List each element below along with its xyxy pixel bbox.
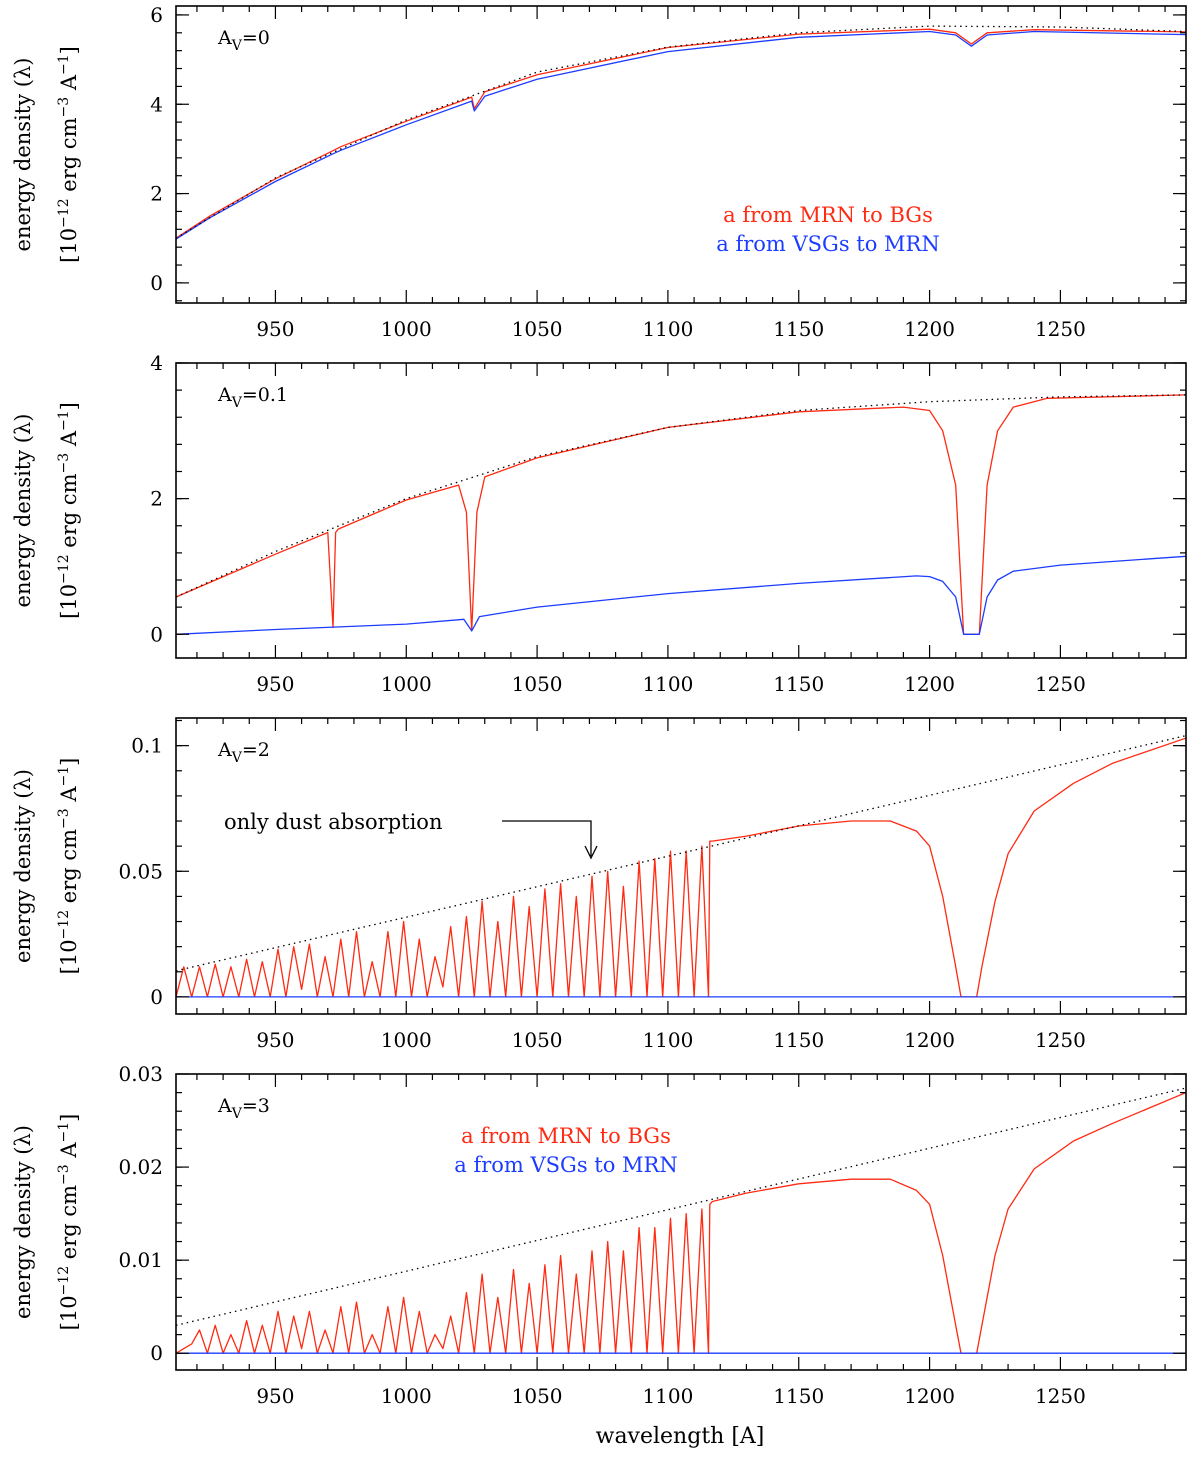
x-tick-label: 1050: [512, 1028, 563, 1052]
x-tick-label: 1200: [904, 672, 955, 696]
plot-frame: [175, 5, 1187, 304]
series-red-line: [176, 737, 1186, 998]
y-tick-label: 6: [150, 3, 163, 27]
x-tick-label: 1250: [1035, 317, 1086, 341]
legend-red-panel4: a from MRN to BGs: [461, 1124, 671, 1148]
x-tick-label: 1150: [773, 672, 824, 696]
x-tick-label: 1050: [512, 672, 563, 696]
y-tick-label: 2: [150, 182, 163, 206]
legend-blue-panel4: a from VSGs to MRN: [454, 1153, 677, 1177]
y-tick-label: 0: [150, 1341, 163, 1365]
y-tick-label: 0: [150, 622, 163, 646]
x-tick-label: 1000: [381, 317, 432, 341]
x-tick-label: 950: [256, 317, 294, 341]
plot-area: [176, 394, 1186, 635]
y-tick-label: 2: [150, 487, 163, 511]
x-tick-label: 1100: [642, 317, 693, 341]
x-tick-label: 950: [256, 672, 294, 696]
legend-red-panel1: a from MRN to BGs: [723, 203, 933, 227]
y-axis-label-line1: energy density (λ): [11, 769, 35, 963]
x-tick-label: 1150: [773, 1384, 824, 1408]
x-tick-label: 1200: [904, 1028, 955, 1052]
x-tick-label: 1200: [904, 317, 955, 341]
av-label: AV=3: [217, 1095, 270, 1122]
x-tick-label: 1050: [512, 1384, 563, 1408]
annotation-only-dust: only dust absorption: [224, 810, 442, 834]
x-tick-label: 1250: [1035, 672, 1086, 696]
series-red-line: [176, 1092, 1186, 1354]
x-axis-label: wavelength [A]: [596, 1424, 765, 1449]
y-tick-label: 0.01: [118, 1248, 163, 1272]
plot-frame: [175, 1073, 1187, 1371]
series-red-line: [176, 28, 1186, 239]
x-tick-label: 1150: [773, 317, 824, 341]
x-tick-label: 1100: [642, 672, 693, 696]
x-tick-label: 1050: [512, 317, 563, 341]
panel-3: 950 1000 1050 1100 1150 1200 1250 0 0.05 0.1 AV=2 e…: [11, 717, 1187, 1052]
series-blue-line: [176, 30, 1186, 240]
dotted-reference-line: [176, 25, 1186, 239]
annotation-arrowhead: [584, 845, 598, 860]
y-tick-label: 0.03: [118, 1062, 163, 1086]
x-tick-label: 1000: [381, 672, 432, 696]
panel-1: 950 1000 1050 1100 1150 1200 1250 0 2 4 6 AV=0 energ…: [11, 3, 1187, 341]
y-tick-label: 0: [150, 985, 163, 1009]
y-tick-label: 4: [150, 92, 163, 116]
x-tick-label: 950: [256, 1384, 294, 1408]
dotted-reference-line: [176, 1087, 1186, 1326]
y-tick-label: 4: [150, 351, 163, 375]
plot-frame: [175, 362, 1187, 659]
av-label: AV=2: [217, 739, 270, 766]
y-axis-label-line2: [10−12 erg cm−3 A−1]: [56, 758, 81, 975]
y-axis-label-line1: energy density (λ): [11, 1125, 35, 1319]
panels: 950 1000 1050 1100 1150 1200 1250 0 2 4 6 AV=0 energ…: [11, 3, 1187, 1408]
x-tick-label: 1150: [773, 1028, 824, 1052]
series-red-line: [176, 394, 1186, 635]
av-label: AV=0.1: [217, 384, 288, 411]
y-axis-label-line1: energy density (λ): [11, 58, 35, 252]
x-tick-label: 1250: [1035, 1384, 1086, 1408]
y-tick-label: 0.05: [118, 859, 163, 883]
x-tick-label: 1200: [904, 1384, 955, 1408]
x-tick-label: 950: [256, 1028, 294, 1052]
plot-frame: [175, 717, 1187, 1015]
y-axis-label-line2: [10−12 erg cm−3 A−1]: [56, 402, 81, 619]
dotted-reference-line: [176, 734, 1186, 972]
y-tick-label: 0.02: [118, 1155, 163, 1179]
plot-area: [176, 734, 1186, 998]
y-tick-label: 0: [150, 271, 163, 295]
y-axis-label-line2: [10−12 erg cm−3 A−1]: [56, 46, 81, 263]
av-label: AV=0: [217, 27, 270, 54]
panel-4: 950 1000 1050 1100 1150 1200 1250 0 0.01 0.02 0.03…: [11, 1062, 1187, 1408]
x-tick-label: 1000: [381, 1028, 432, 1052]
annotation-arrow: [502, 820, 592, 856]
series-blue-line: [176, 555, 1186, 635]
y-axis-label-line1: energy density (λ): [11, 414, 35, 608]
legend-blue-panel1: a from VSGs to MRN: [716, 232, 939, 256]
x-tick-label: 1100: [642, 1384, 693, 1408]
x-tick-label: 1100: [642, 1028, 693, 1052]
plot-area: [176, 1087, 1186, 1354]
y-axis-label-line2: [10−12 erg cm−3 A−1]: [56, 1114, 81, 1331]
panel-2: 950 1000 1050 1100 1150 1200 1250 0 2 4 AV=0.1 ener…: [11, 351, 1187, 696]
plot-area: [176, 25, 1186, 240]
y-tick-label: 0.1: [131, 734, 163, 758]
x-tick-label: 1250: [1035, 1028, 1086, 1052]
x-tick-label: 1000: [381, 1384, 432, 1408]
